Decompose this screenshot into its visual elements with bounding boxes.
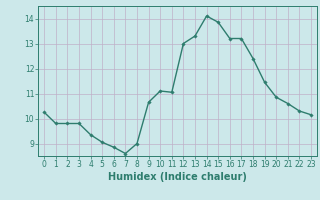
X-axis label: Humidex (Indice chaleur): Humidex (Indice chaleur) bbox=[108, 172, 247, 182]
